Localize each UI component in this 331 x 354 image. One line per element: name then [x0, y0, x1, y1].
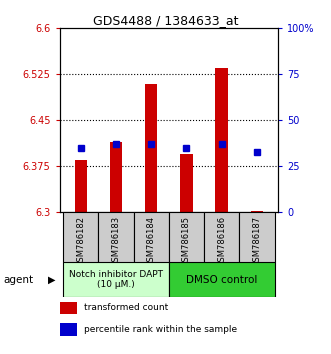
Bar	[134, 212, 169, 262]
Text: DMSO control: DMSO control	[186, 275, 257, 285]
Bar	[63, 262, 169, 297]
Text: transformed count: transformed count	[84, 303, 168, 313]
Text: GSM786185: GSM786185	[182, 216, 191, 267]
Bar	[74, 160, 87, 212]
Bar	[60, 302, 77, 314]
Text: GSM786186: GSM786186	[217, 216, 226, 268]
Text: GSM786183: GSM786183	[112, 216, 120, 268]
Bar	[145, 84, 157, 212]
Bar	[169, 212, 204, 262]
Text: agent: agent	[3, 275, 33, 285]
Text: Notch inhibitor DAPT
(10 μM.): Notch inhibitor DAPT (10 μM.)	[69, 270, 163, 289]
Text: GSM786184: GSM786184	[147, 216, 156, 267]
Bar	[180, 154, 193, 212]
Text: percentile rank within the sample: percentile rank within the sample	[84, 325, 237, 334]
Bar	[98, 212, 134, 262]
Bar	[204, 212, 239, 262]
Bar	[60, 323, 77, 336]
Text: GDS4488 / 1384633_at: GDS4488 / 1384633_at	[93, 14, 238, 27]
Text: GSM786187: GSM786187	[253, 216, 261, 268]
Bar	[63, 212, 98, 262]
Bar	[169, 262, 274, 297]
Bar	[215, 68, 228, 212]
Text: ▶: ▶	[48, 275, 55, 285]
Bar	[110, 142, 122, 212]
Bar	[239, 212, 274, 262]
Bar	[251, 211, 263, 212]
Text: GSM786182: GSM786182	[76, 216, 85, 267]
